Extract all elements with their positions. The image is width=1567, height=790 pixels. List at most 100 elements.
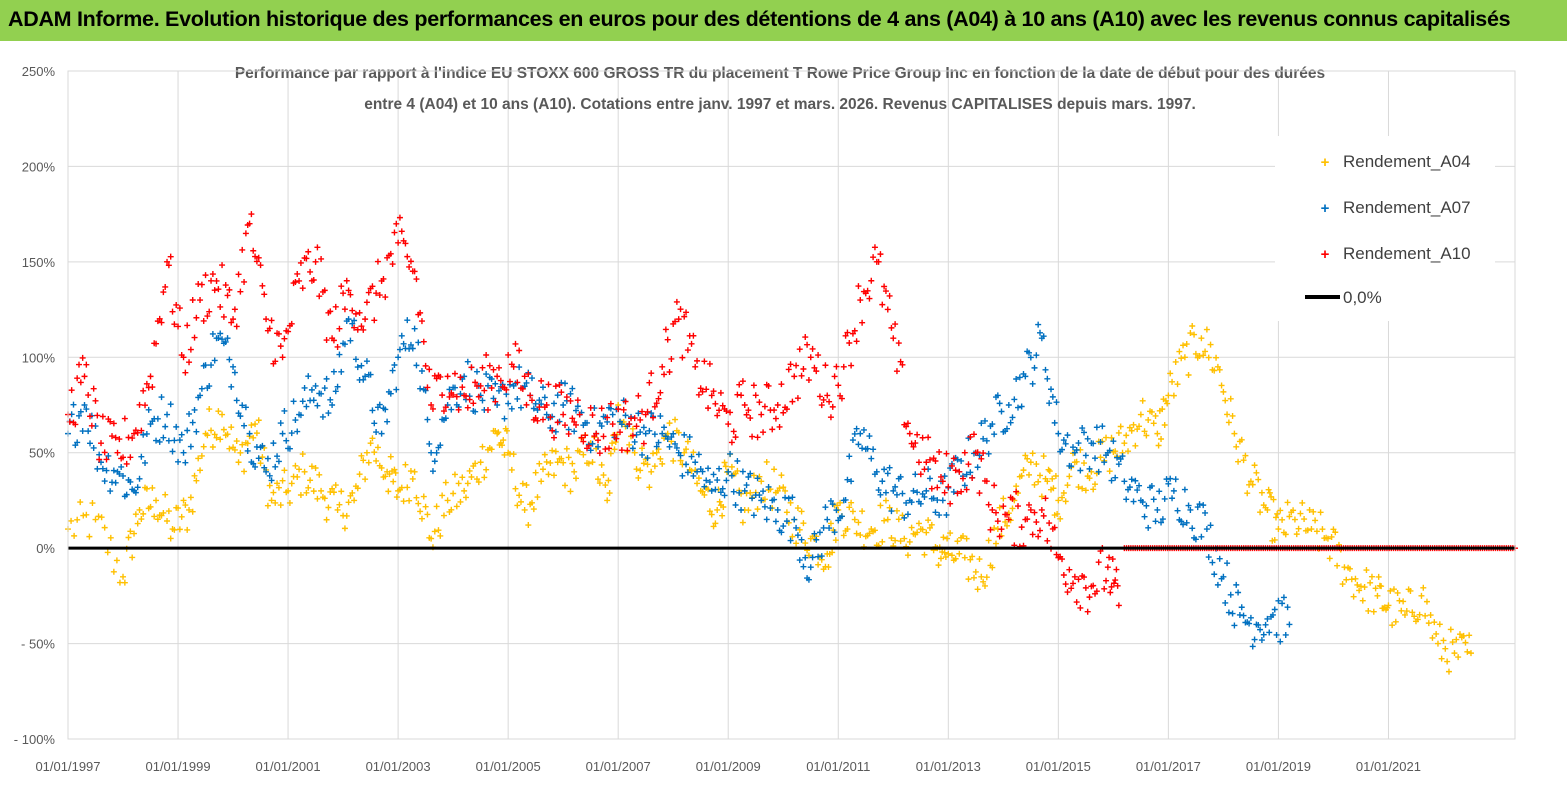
point-a04 [851,516,858,523]
point-a10 [992,509,999,516]
point-a10 [809,345,816,352]
y-axis-ticks: - 100%- 50%0%50%100%150%200%250% [14,64,56,747]
point-a10 [655,395,662,402]
point-a07 [1220,573,1227,580]
point-a04 [1145,416,1152,423]
point-a10 [426,366,433,373]
point-a07 [1156,488,1163,495]
point-a10 [574,397,581,404]
point-a10 [275,330,282,337]
point-a07 [241,422,248,429]
point-a04 [1242,452,1249,459]
point-a10 [903,423,910,430]
point-a07 [688,453,695,460]
point-a07 [1249,643,1256,650]
point-a10 [402,240,409,247]
point-a10 [261,291,268,298]
point-a10 [794,395,801,402]
point-a04 [677,457,684,464]
point-a10 [765,382,772,389]
point-a04 [1112,448,1119,455]
point-a10 [899,361,906,368]
point-a07 [1165,480,1172,487]
point-a07 [789,494,796,501]
y-tick-label: 50% [29,446,55,461]
point-a10 [738,392,745,399]
point-a10 [673,298,680,305]
banner-title: ADAM Informe. Evolution historique des p… [8,7,1511,31]
point-a04 [286,499,293,506]
point-a10 [171,321,178,328]
point-a04 [1425,620,1432,627]
point-a07 [541,394,548,401]
point-a04 [121,579,128,586]
point-a10 [142,402,149,409]
point-a04 [1046,468,1053,475]
point-a10 [617,429,624,436]
point-a10 [468,364,475,371]
point-a04 [233,438,240,445]
point-a04 [514,502,521,509]
point-a10 [88,422,95,429]
point-a10 [1071,573,1078,580]
point-a10 [1038,506,1045,513]
point-a07 [396,346,403,353]
point-a04 [1044,478,1051,485]
point-a07 [859,445,866,452]
point-a07 [890,487,897,494]
point-a04 [1346,565,1353,572]
point-a10 [433,375,440,382]
point-a10 [771,407,778,414]
point-a10 [1112,577,1119,584]
point-a10 [769,426,776,433]
point-a04 [906,538,913,545]
point-a04 [650,450,657,457]
point-a07 [738,506,745,513]
point-a10 [380,275,387,282]
point-a10 [226,286,233,293]
point-a04 [1009,505,1016,512]
point-a04 [648,468,655,475]
point-a07 [644,455,651,462]
point-a07 [807,564,814,571]
point-a10 [74,375,81,382]
point-a04 [827,520,834,527]
point-a04 [626,441,633,448]
point-a10 [582,432,589,439]
point-a04 [1207,341,1214,348]
point-a07 [153,437,160,444]
y-tick-label: 100% [22,350,56,365]
point-a10 [536,404,543,411]
point-a10 [615,406,622,413]
point-a07 [336,351,343,358]
point-a10 [923,459,930,466]
point-a10 [268,317,275,324]
point-a04 [657,455,664,462]
point-a07 [1011,396,1018,403]
point-a04 [1054,510,1061,517]
point-a04 [595,476,602,483]
legend-label-a04: Rendement_A04 [1343,152,1471,171]
point-a07 [761,503,768,510]
point-a07 [939,497,946,504]
point-a04 [107,534,114,541]
point-a04 [1062,498,1069,505]
point-a10 [307,268,314,275]
point-a07 [1192,536,1199,543]
point-a10 [576,411,583,418]
point-a07 [446,386,453,393]
point-a07 [1082,452,1089,459]
point-a04 [74,516,81,523]
point-a07 [793,524,800,531]
point-a07 [1106,447,1113,454]
x-tick-label: 01/01/2013 [916,759,981,774]
point-a07 [851,430,858,437]
point-a04 [721,459,728,466]
point-a10 [198,281,205,288]
point-a04 [237,449,244,456]
point-a07 [250,460,257,467]
point-a10 [815,352,822,359]
point-a07 [1282,631,1289,638]
point-a04 [393,494,400,501]
point-a10 [123,460,130,467]
